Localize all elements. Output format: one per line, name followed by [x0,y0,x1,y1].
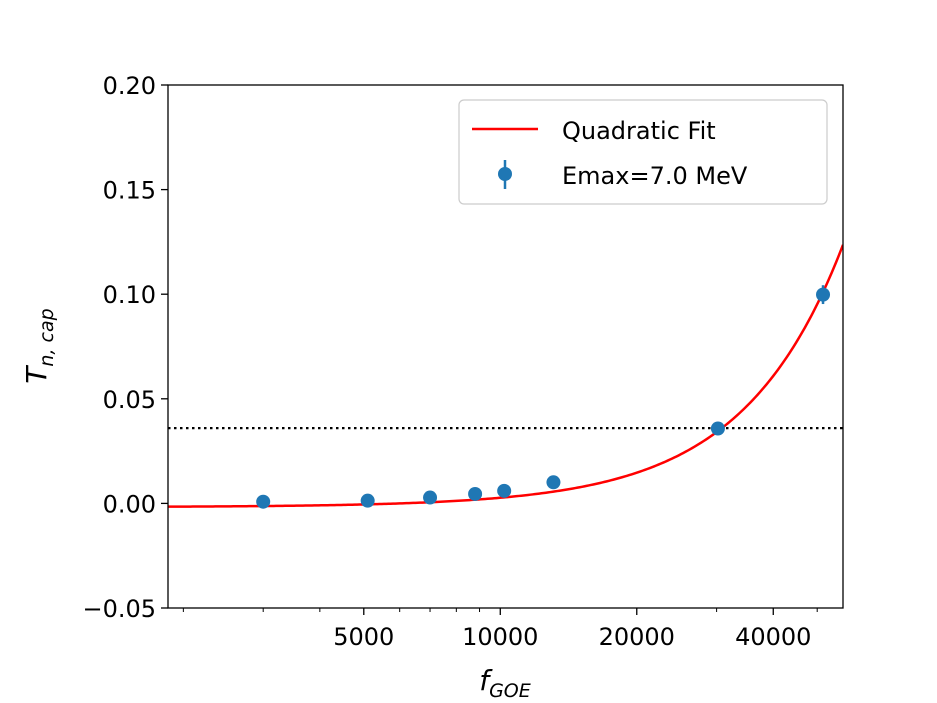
x-tick-label-0: 5000 [333,623,394,651]
legend-points-marker-swatch [498,167,512,181]
y-tick-label-5: 0.20 [103,72,156,100]
y-tick-label-2: 0.05 [103,386,156,414]
legend-points-label: Emax=7.0 MeV [562,162,748,190]
legend-fit-label: Quadratic Fit [562,117,716,145]
data-point-3 [468,486,483,501]
x-tick-label-1: 10000 [462,623,538,651]
data-points-group [256,285,831,509]
legend: Quadratic Fit Emax=7.0 MeV [458,99,828,205]
x-axis-ticks: 5000 10000 20000 40000 [182,608,818,651]
x-tick-label-3: 40000 [735,623,811,651]
data-point-0 [256,494,271,509]
data-point-5 [546,475,561,490]
x-axis-label: fGOE [479,664,531,702]
y-axis-label: Tn, cap [20,308,58,383]
y-axis-label-sub: n, cap [36,308,58,366]
data-point-7 [816,287,831,302]
x-axis-label-sub: GOE [489,680,531,702]
y-tick-label-3: 0.10 [103,281,156,309]
data-point-1 [360,493,375,508]
y-tick-label-0: −0.05 [82,595,156,623]
legend-box [458,99,828,205]
data-point-2 [423,490,438,505]
data-point-6 [710,421,725,436]
y-tick-label-1: 0.00 [103,490,156,518]
y-axis-ticks: −0.05 0.00 0.05 0.10 0.15 0.20 [82,72,168,623]
plot-frame [167,84,844,609]
data-point-4 [497,483,512,498]
x-tick-label-2: 20000 [599,623,675,651]
y-tick-label-4: 0.15 [103,177,156,205]
y-axis-label-main: T [20,365,53,384]
